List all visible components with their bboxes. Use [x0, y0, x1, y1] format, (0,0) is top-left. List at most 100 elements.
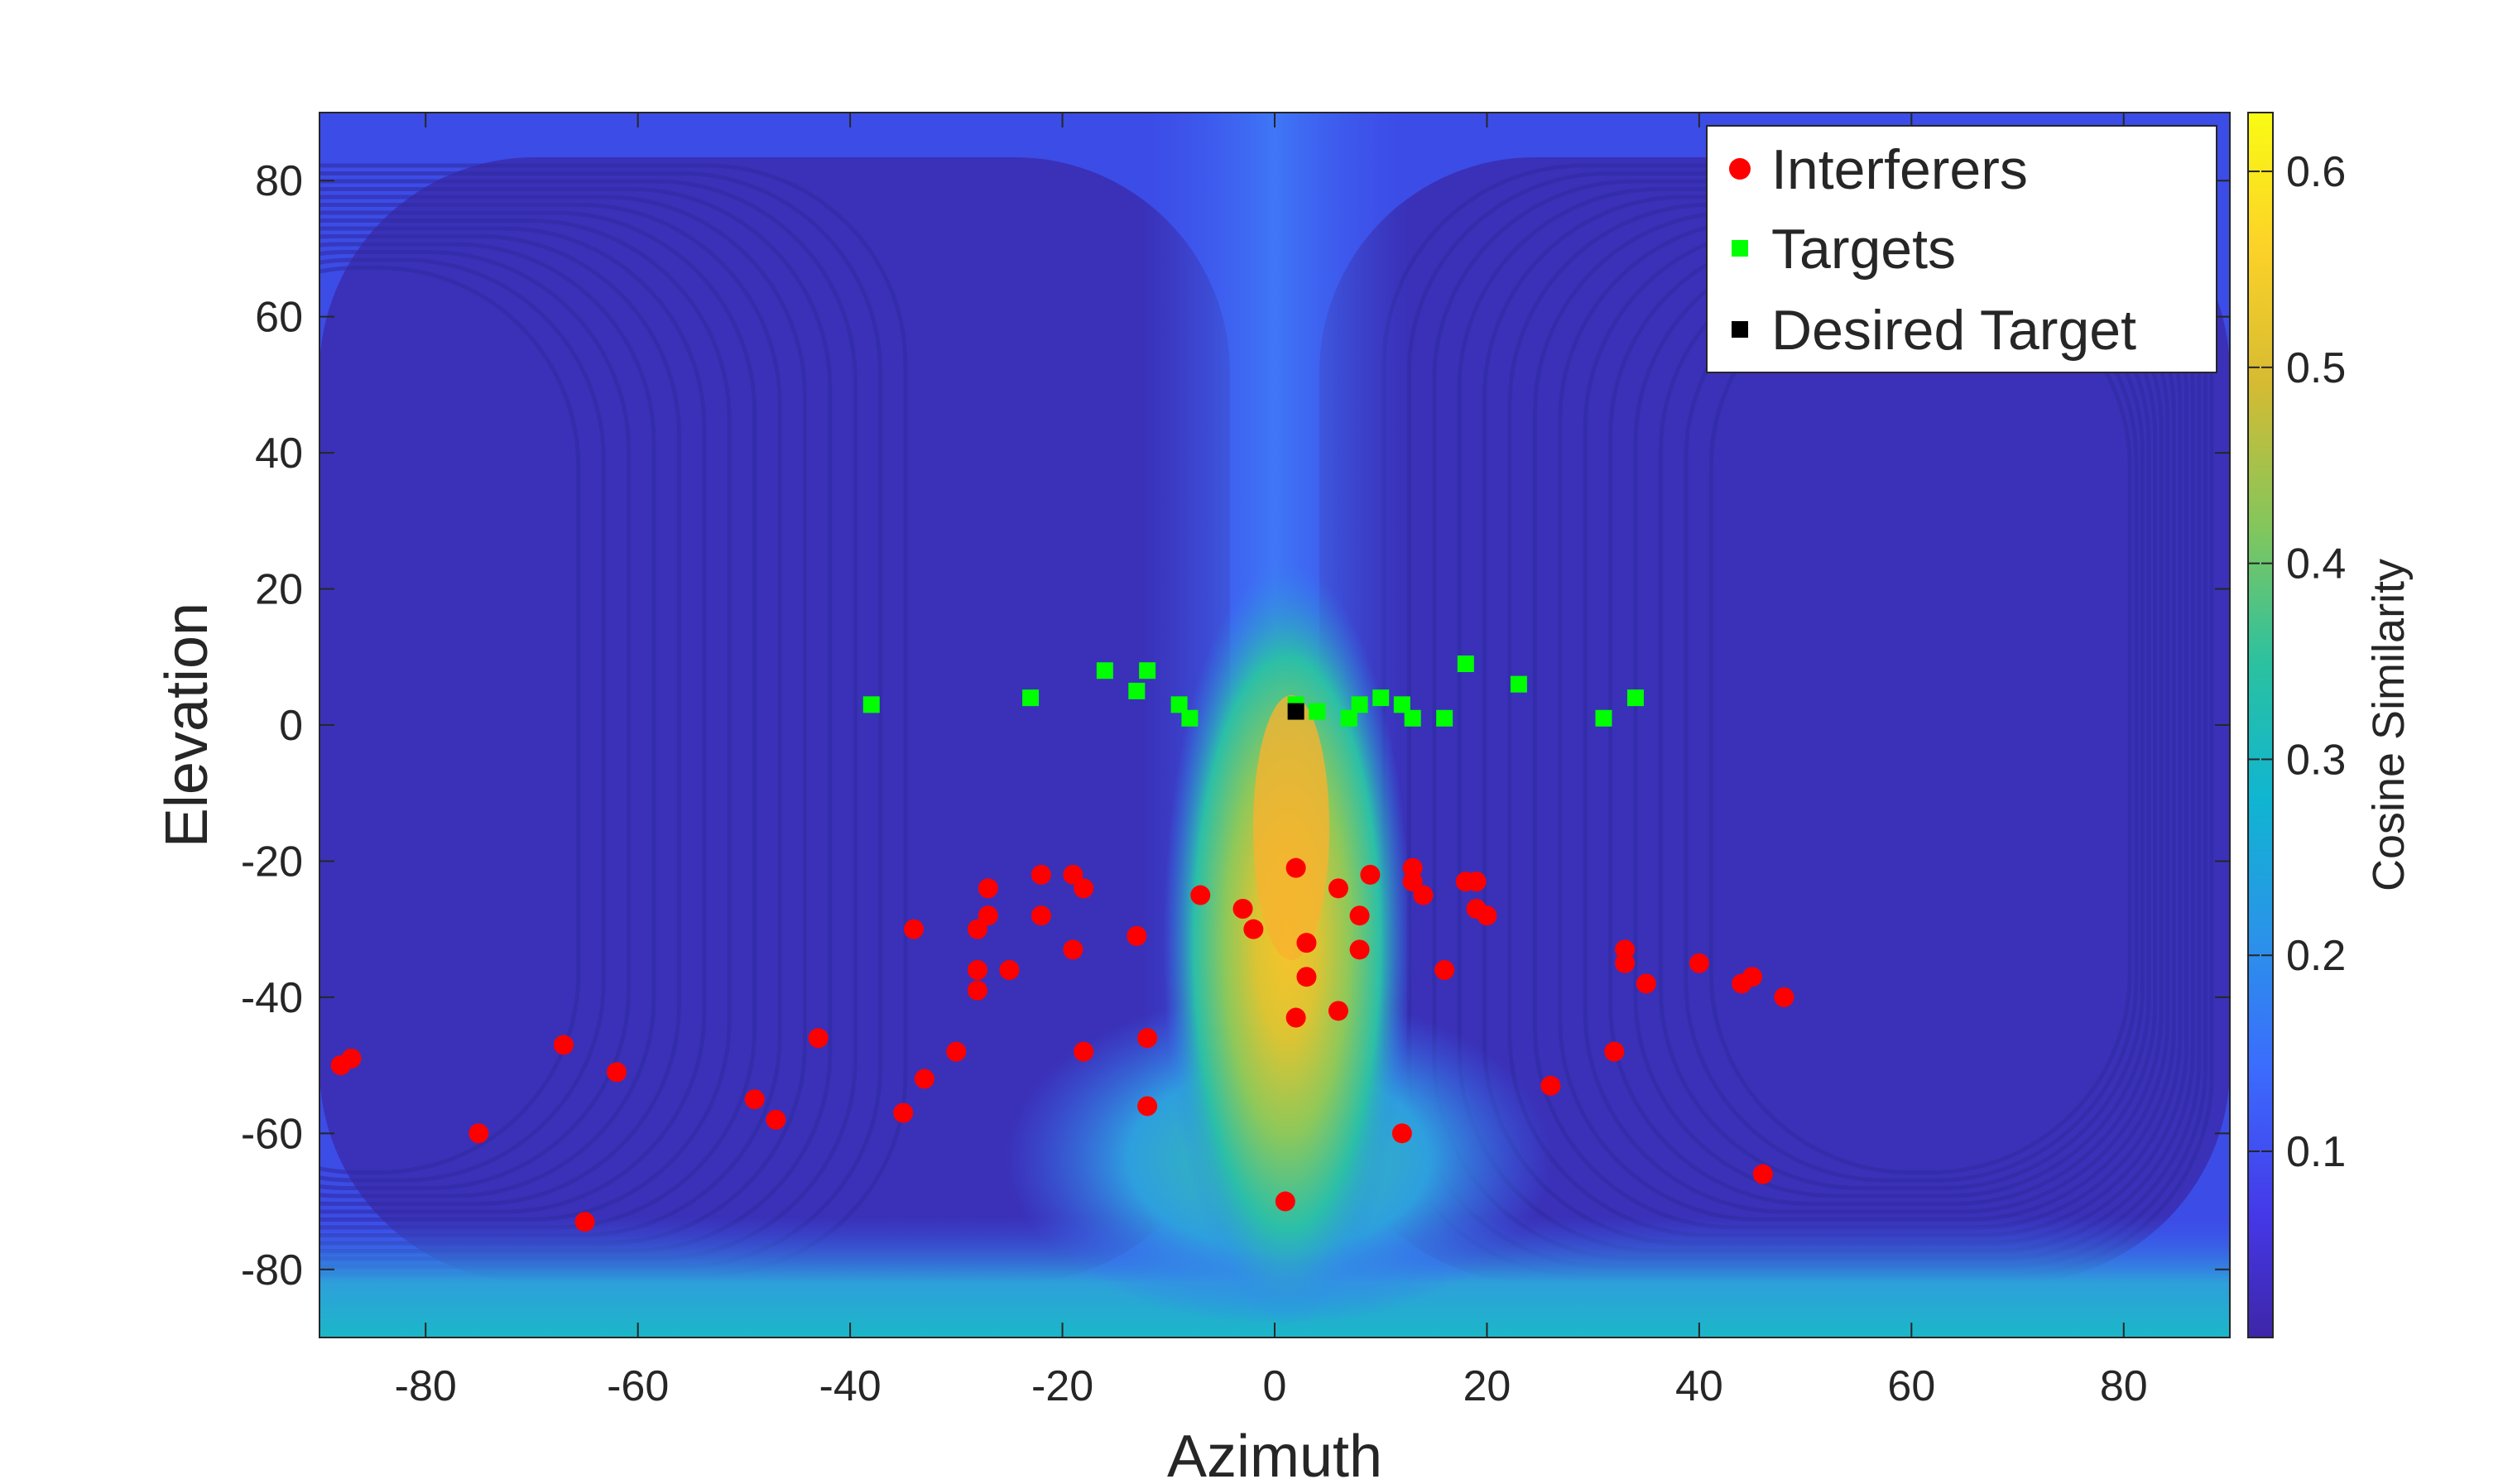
marker-targets	[862, 696, 880, 713]
colorbar-tick-label: 0.4	[2286, 540, 2346, 588]
colorbar: 0.1 0.2 0.3 0.4 0.5 0.6 Cosine Similarity	[2247, 112, 2414, 1338]
marker-targets	[1128, 682, 1146, 699]
marker-interferers	[1275, 1191, 1295, 1212]
y-tick-label: 60	[255, 294, 303, 342]
colorbar-tick-label: 0.5	[2286, 344, 2346, 392]
marker-interferers	[808, 1028, 829, 1049]
marker-interferers	[946, 1041, 967, 1062]
marker-interferers	[1137, 1096, 1158, 1117]
colorbar-ticks: 0.1 0.2 0.3 0.4 0.5 0.6	[2248, 148, 2346, 1176]
marker-interferers	[1636, 973, 1656, 994]
marker-interferers	[999, 960, 1020, 980]
legend-label-desired-target: Desired Target	[1771, 299, 2136, 362]
legend-marker-desired-target	[1732, 321, 1748, 338]
marker-targets	[1139, 662, 1156, 680]
marker-targets	[1393, 696, 1410, 713]
marker-targets	[1595, 709, 1612, 727]
marker-interferers	[1689, 953, 1709, 973]
marker-interferers	[1232, 899, 1253, 919]
y-axis-label: Elevation	[154, 603, 220, 848]
marker-interferers	[893, 1102, 914, 1123]
x-tick-label: 20	[1463, 1362, 1511, 1410]
marker-targets	[1626, 689, 1644, 707]
legend-label-interferers: Interferers	[1771, 138, 2028, 201]
marker-interferers	[914, 1069, 934, 1089]
marker-interferers	[1540, 1075, 1561, 1096]
heatmap-main-lobe-core	[1253, 695, 1329, 960]
marker-interferers	[744, 1089, 765, 1110]
marker-interferers	[1296, 933, 1317, 953]
marker-interferers	[1031, 864, 1051, 885]
marker-interferers	[574, 1212, 595, 1232]
x-axis-ticks: -80 -60 -40 -20 0 20 40 60 80	[395, 113, 2148, 1410]
x-tick-label: -60	[607, 1362, 669, 1410]
x-tick-label: 80	[2100, 1362, 2148, 1410]
marker-targets	[1340, 709, 1357, 727]
sidelobe-ring-left	[319, 226, 707, 1214]
marker-interferers	[1413, 885, 1434, 905]
heatmap-low-region-left	[319, 157, 1230, 1283]
legend-marker-interferers	[1729, 158, 1751, 180]
sidelobe-ring-left	[319, 250, 632, 1190]
sidelobe-ring-left	[319, 242, 656, 1198]
marker-interferers	[553, 1035, 574, 1055]
marker-interferers	[468, 1123, 489, 1144]
x-axis-label: Azimuth	[1167, 1424, 1382, 1480]
marker-interferers	[1285, 857, 1306, 878]
legend: Interferers Targets Desired Target	[1706, 125, 2217, 373]
marker-targets	[1457, 656, 1474, 672]
marker-targets	[1510, 675, 1527, 693]
colorbar-tick-label: 0.3	[2286, 736, 2346, 784]
marker-targets	[1309, 703, 1326, 720]
marker-targets	[1372, 689, 1390, 707]
marker-interferers	[1604, 1041, 1625, 1062]
y-tick-label: 0	[279, 702, 303, 750]
legend-box	[1706, 125, 2217, 373]
marker-interferers	[1402, 857, 1423, 878]
x-tick-label: -80	[395, 1362, 457, 1410]
marker-interferers	[1285, 1007, 1306, 1028]
marker-interferers	[1349, 905, 1370, 926]
marker-interferers	[607, 1062, 627, 1083]
marker-interferers	[1328, 1001, 1348, 1021]
marker-interferers	[1296, 967, 1317, 987]
marker-interferers	[1434, 960, 1455, 980]
marker-targets	[1436, 709, 1453, 727]
marker-targets	[1170, 696, 1188, 713]
colorbar-tick-label: 0.1	[2286, 1128, 2346, 1176]
sidelobe-ring-left	[319, 234, 681, 1206]
x-tick-label: 0	[1263, 1362, 1287, 1410]
marker-desired-target	[1287, 703, 1304, 720]
y-tick-label: -20	[241, 838, 303, 886]
marker-interferers	[1031, 905, 1051, 926]
y-axis-ticks: -80 -60 -40 -20 0 20 40 60 80	[241, 157, 2230, 1294]
marker-interferers	[967, 960, 987, 980]
marker-interferers	[1063, 939, 1083, 960]
marker-targets	[1181, 709, 1199, 727]
y-tick-label: 20	[255, 566, 303, 614]
x-tick-label: 60	[1887, 1362, 1935, 1410]
sidelobe-ring-left	[319, 266, 581, 1174]
marker-interferers	[1752, 1164, 1773, 1184]
x-tick-label: -40	[819, 1362, 882, 1410]
marker-interferers	[1774, 987, 1794, 1007]
colorbar-tick-label: 0.2	[2286, 932, 2346, 980]
marker-interferers	[1615, 953, 1636, 973]
colorbar-gradient	[2247, 112, 2274, 1338]
marker-interferers	[1615, 939, 1636, 960]
marker-targets	[1096, 662, 1113, 680]
y-tick-label: -80	[241, 1246, 303, 1294]
scatter-markers	[330, 656, 1794, 1232]
marker-interferers	[1742, 967, 1762, 987]
marker-interferers	[1243, 919, 1264, 939]
legend-label-targets: Targets	[1771, 218, 1956, 281]
marker-interferers	[1402, 872, 1423, 892]
marker-interferers	[1349, 939, 1370, 960]
marker-interferers	[1063, 864, 1083, 885]
marker-interferers	[1328, 878, 1348, 899]
marker-interferers	[978, 878, 998, 899]
marker-interferers	[1074, 878, 1094, 899]
marker-interferers	[341, 1048, 362, 1069]
